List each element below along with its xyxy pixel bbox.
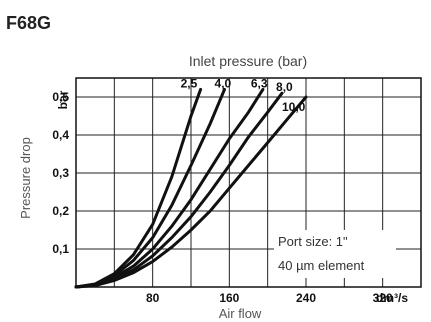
x-tick-label: 80 [146, 291, 160, 305]
curve-6-3 [74, 87, 265, 289]
curve-2-5 [74, 87, 203, 289]
chart-subtitle: Inlet pressure (bar) [189, 53, 307, 69]
y-tick-label: 0,5 [52, 90, 69, 104]
y-tick-label: 0,2 [52, 204, 69, 218]
y-unit-label: bar [56, 90, 70, 109]
series-label: 8,0 [276, 80, 293, 94]
series-labels: 2,5 4,0 6,3 8,0 10,0 [181, 76, 306, 114]
y-axis-label: Pressure drop [18, 137, 33, 219]
x-axis-label: Air flow [219, 306, 262, 321]
tick-labels: 0,1 0,2 0,3 0,4 0,5 80 160 240 320 [52, 90, 393, 305]
x-unit-label: dm³/s [376, 291, 408, 305]
y-tick-label: 0,1 [52, 242, 69, 256]
note-port-size: Port size: 1" [278, 234, 348, 249]
chart-title: F68G [6, 13, 51, 33]
series-label: 10,0 [282, 100, 306, 114]
plot-frame [75, 77, 422, 288]
x-tick-label: 160 [219, 291, 239, 305]
y-tick-label: 0,3 [52, 166, 69, 180]
note-box [274, 230, 396, 278]
curves [74, 87, 308, 289]
y-tick-label: 0,4 [52, 128, 69, 142]
series-label: 6,3 [251, 76, 268, 90]
series-label: 2,5 [181, 76, 198, 90]
x-tick-label: 240 [296, 291, 316, 305]
series-label: 4,0 [215, 76, 232, 90]
note-element: 40 µm element [278, 258, 365, 273]
x-tick-label: 320 [373, 291, 393, 305]
curve-10-0 [74, 95, 308, 289]
